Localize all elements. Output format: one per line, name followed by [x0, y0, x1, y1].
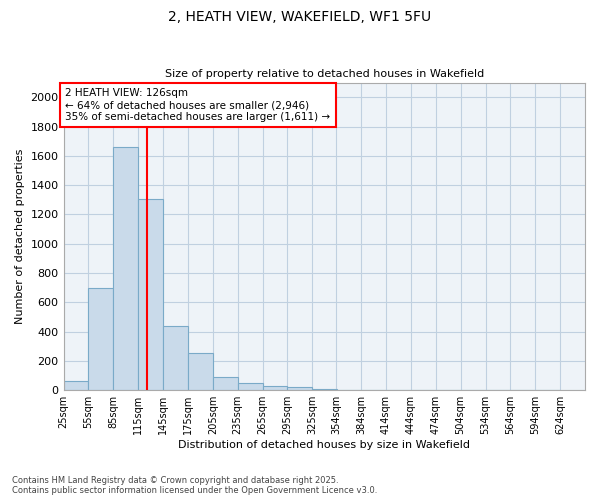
- Bar: [113, 147, 138, 390]
- Text: 2 HEATH VIEW: 126sqm
← 64% of detached houses are smaller (2,946)
35% of semi-de: 2 HEATH VIEW: 126sqm ← 64% of detached h…: [65, 88, 331, 122]
- Text: 2, HEATH VIEW, WAKEFIELD, WF1 5FU: 2, HEATH VIEW, WAKEFIELD, WF1 5FU: [169, 10, 431, 24]
- X-axis label: Distribution of detached houses by size in Wakefield: Distribution of detached houses by size …: [178, 440, 470, 450]
- Bar: [138, 199, 163, 390]
- Bar: [213, 377, 238, 390]
- Bar: [263, 386, 287, 390]
- Bar: [287, 388, 312, 390]
- Bar: [163, 326, 188, 390]
- Bar: [88, 288, 113, 390]
- Bar: [238, 383, 263, 390]
- Title: Size of property relative to detached houses in Wakefield: Size of property relative to detached ho…: [164, 69, 484, 79]
- Bar: [64, 380, 88, 390]
- Bar: [188, 353, 213, 390]
- Y-axis label: Number of detached properties: Number of detached properties: [15, 148, 25, 324]
- Text: Contains HM Land Registry data © Crown copyright and database right 2025.
Contai: Contains HM Land Registry data © Crown c…: [12, 476, 377, 495]
